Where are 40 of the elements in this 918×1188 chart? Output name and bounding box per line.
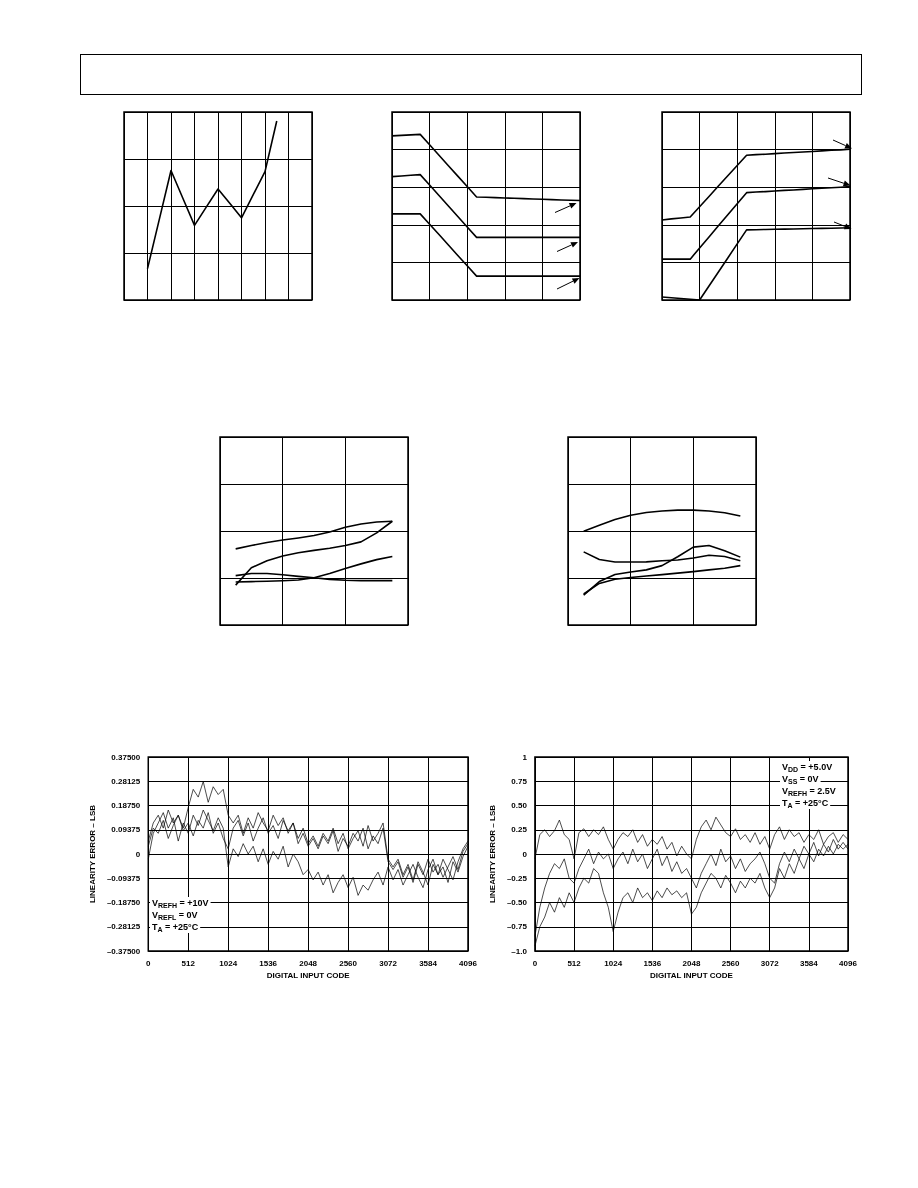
x-tick-label: 1024 xyxy=(604,958,623,968)
x-tick-label: 3584 xyxy=(799,958,819,968)
x-tick-label: 1536 xyxy=(259,958,278,968)
y-tick-label: 0.37500 xyxy=(111,752,141,762)
x-tick-label: 3072 xyxy=(379,958,398,968)
x-tick-label: 0 xyxy=(146,958,152,968)
y-tick-label: –0.28125 xyxy=(106,922,141,932)
x-tick-label: 1536 xyxy=(643,958,662,968)
x-tick-label: 2560 xyxy=(339,958,358,968)
y-tick-label: 1 xyxy=(522,752,528,762)
y-tick-label: –0.37500 xyxy=(106,946,141,956)
x-axis-title: DIGITAL INPUT CODE xyxy=(650,971,734,981)
y-tick-label: –1.0 xyxy=(511,946,528,956)
y-tick-label: –0.75 xyxy=(506,922,528,932)
y-tick-label: –0.25 xyxy=(506,873,528,883)
y-axis-title: LINEARITY ERROR – LSB xyxy=(87,804,97,904)
x-tick-label: 1024 xyxy=(219,958,238,968)
y-tick-label: 0.25 xyxy=(511,825,528,835)
x-tick-label: 3072 xyxy=(760,958,780,968)
y-tick-label: 0.28125 xyxy=(111,776,141,786)
x-tick-label: 0 xyxy=(532,958,538,968)
y-tick-label: –0.09375 xyxy=(106,873,141,883)
y-tick-label: –0.18750 xyxy=(106,898,141,907)
y-tick-label: 0.50 xyxy=(511,801,528,810)
x-tick-label: 3584 xyxy=(419,958,438,968)
y-tick-label: –0.50 xyxy=(506,898,528,907)
y-tick-label: 0.09375 xyxy=(111,825,141,835)
x-tick-label: 4096 xyxy=(459,958,478,968)
x-tick-label: 2048 xyxy=(299,958,318,968)
x-tick-label: 4096 xyxy=(839,958,858,968)
x-tick-label: 2048 xyxy=(682,958,701,968)
x-axis-title: DIGITAL INPUT CODE xyxy=(266,971,351,981)
x-tick-label: 512 xyxy=(181,958,196,968)
x-tick-label: 2560 xyxy=(721,958,741,968)
y-tick-label: 0 xyxy=(522,849,528,859)
y-tick-label: 0.18750 xyxy=(111,801,141,810)
x-tick-label: 512 xyxy=(567,958,582,968)
y-tick-label: 0.75 xyxy=(511,776,528,786)
y-axis-title: LINEARITY ERROR – LSB xyxy=(487,804,497,904)
y-tick-label: 0 xyxy=(135,849,141,859)
